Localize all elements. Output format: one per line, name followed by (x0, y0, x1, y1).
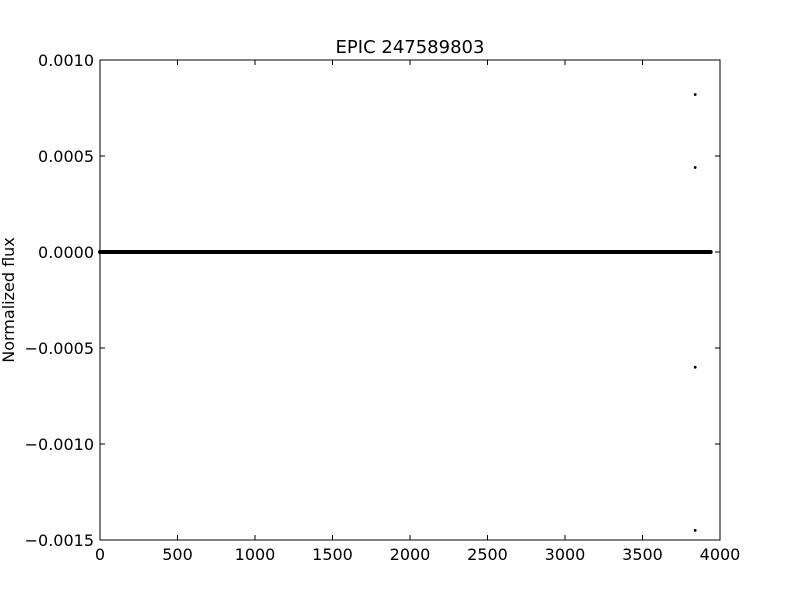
outlier-point (693, 529, 697, 532)
outlier-point (693, 93, 697, 96)
x-tick-label: 2000 (390, 545, 431, 564)
y-tick-label: 0.0010 (38, 51, 94, 70)
y-axis-ticks: 0.0010 0.0005 0.0000 −0.0005 −0.0010 −0.0015 (25, 51, 720, 550)
plot-frame (99, 59, 721, 541)
x-axis-ticks: 0 500 1000 1500 2000 2500 3000 3500 4000 (95, 60, 740, 564)
x-tick-label: 4000 (700, 545, 741, 564)
x-tick-label: 1500 (312, 545, 353, 564)
chart-title: EPIC 247589803 (336, 37, 485, 58)
x-tick-label: 500 (162, 545, 193, 564)
x-tick-label: 3000 (545, 545, 586, 564)
y-tick-label: −0.0005 (25, 339, 94, 358)
x-tick-label: 0 (95, 545, 105, 564)
data-points (98, 93, 713, 532)
x-tick-label: 3500 (622, 545, 663, 564)
x-tick-label: 1000 (235, 545, 276, 564)
y-tick-label: −0.0015 (25, 531, 94, 550)
outlier-point (693, 166, 697, 169)
outlier-point (693, 365, 697, 369)
x-tick-label: 2500 (467, 545, 508, 564)
y-tick-label: −0.0010 (25, 435, 94, 454)
y-axis-label: Normalized flux (0, 237, 18, 363)
y-tick-label: 0.0000 (38, 243, 94, 262)
y-tick-label: 0.0005 (38, 147, 94, 166)
